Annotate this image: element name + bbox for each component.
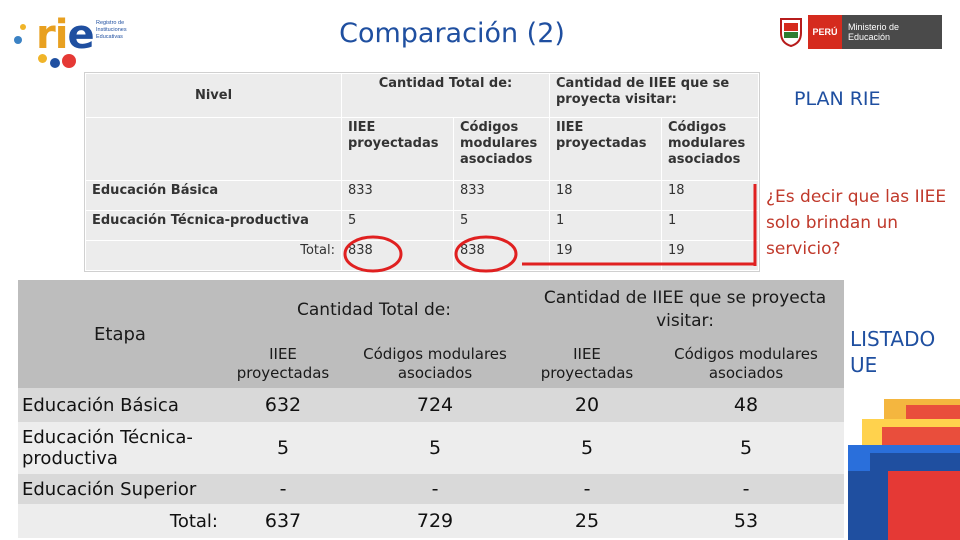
scan-cell: 833 [341, 179, 454, 211]
scan-cell: 1 [661, 209, 759, 241]
scanned-table-image: Nivel Cantidad Total de: Cantidad de IIE… [84, 72, 760, 272]
logo-dot-1 [14, 36, 22, 44]
cell-value: 724 [344, 388, 526, 422]
cell-value: 48 [648, 388, 844, 422]
scan-cell: 833 [453, 179, 550, 211]
logo-word: rie [36, 12, 95, 58]
comparison-table: Etapa Cantidad Total de: Cantidad de IIE… [18, 280, 844, 538]
decorative-steps [848, 399, 960, 540]
peru-badge: PERÚ [808, 15, 842, 49]
col4-header: Códigos modulares asociados [648, 340, 844, 388]
row-label: Educación Superior [18, 474, 222, 504]
col3-header: IIEE proyectadas [526, 340, 648, 388]
cell-value: - [526, 474, 648, 504]
cell-value: 53 [648, 504, 844, 538]
cell-value: 20 [526, 388, 648, 422]
scan-row-label: Educación Básica [85, 179, 342, 211]
cell-value: 5 [344, 422, 526, 474]
rie-logo: rie Registro de Instituciones Educativas [12, 10, 142, 70]
listado-ue-label: LISTADO UE [850, 327, 936, 377]
logo-dot-2 [20, 24, 26, 30]
ministry-name: Ministerio de Educación [842, 15, 942, 49]
scan-row-label: Educación Técnica-productiva [85, 209, 342, 241]
scan-col3-header: IIEE proyectadas [549, 117, 662, 181]
scan-blank-cell [85, 117, 342, 181]
logo-subtitle: Registro de Instituciones Educativas [96, 20, 127, 40]
group1-header: Cantidad Total de: [222, 280, 526, 340]
scanned-table: Nivel Cantidad Total de: Cantidad de IIE… [85, 72, 759, 272]
scan-nivel-header: Nivel [85, 72, 342, 119]
logo-dot-5 [62, 54, 76, 68]
cell-value: - [222, 474, 344, 504]
cell-value: - [344, 474, 526, 504]
scan-col1-header: IIEE proyectadas [341, 117, 454, 181]
col1-header: IIEE proyectadas [222, 340, 344, 388]
scan-cell: 5 [453, 209, 550, 241]
total-label: Total: [18, 504, 222, 538]
scan-col2-header: Códigos modulares asociados [453, 117, 550, 181]
cell-value: 5 [648, 422, 844, 474]
col2-header: Códigos modulares asociados [344, 340, 526, 388]
scan-cell: 5 [341, 209, 454, 241]
scan-col4-header: Códigos modulares asociados [661, 117, 759, 181]
logo-dot-4 [50, 58, 60, 68]
logo-dot-3 [38, 54, 47, 63]
plan-rie-label: PLAN RIE [794, 88, 881, 110]
page-title: Comparación (2) [339, 18, 565, 49]
cell-value: 25 [526, 504, 648, 538]
cell-value: 729 [344, 504, 526, 538]
etapa-header: Etapa [18, 280, 222, 388]
cell-value: - [648, 474, 844, 504]
scan-cell: 18 [549, 179, 662, 211]
cell-value: 5 [526, 422, 648, 474]
peru-shield-icon [780, 18, 802, 47]
cell-value: 5 [222, 422, 344, 474]
scan-cell: 1 [549, 209, 662, 241]
cell-value: 637 [222, 504, 344, 538]
scan-cell: 19 [549, 239, 662, 272]
minedu-logo: PERÚ Ministerio de Educación [778, 15, 942, 49]
question-note: ¿Es decir que las IIEE solo brindan un s… [766, 187, 947, 259]
scan-group2-header: Cantidad de IIEE que se proyecta visitar… [549, 72, 759, 119]
scan-cell: 838 [453, 239, 550, 272]
scan-total-label: Total: [85, 239, 342, 272]
group2-header: Cantidad de IIEE que se proyecta visitar… [526, 280, 844, 340]
scan-cell: 18 [661, 179, 759, 211]
scan-cell: 19 [661, 239, 759, 272]
cell-value: 632 [222, 388, 344, 422]
row-label: Educación Básica [18, 388, 222, 422]
scan-cell: 838 [341, 239, 454, 272]
scan-group1-header: Cantidad Total de: [341, 72, 550, 119]
row-label: Educación Técnica-productiva [18, 422, 222, 474]
